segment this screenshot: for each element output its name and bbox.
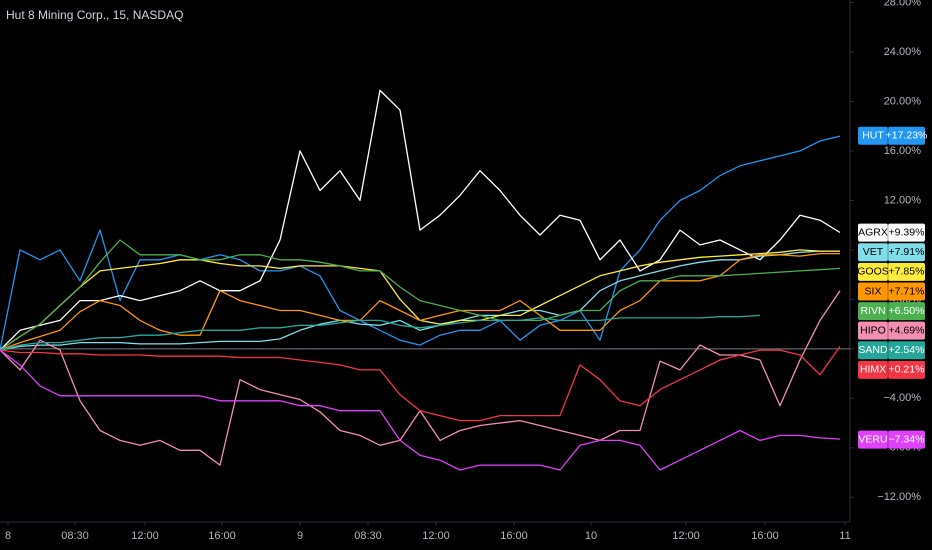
- legend-label: VERU: [858, 433, 887, 445]
- series-line: [0, 239, 841, 351]
- tag-value-box: [888, 223, 925, 242]
- series-line: [0, 314, 761, 351]
- y-tick-label: 16.00%: [884, 145, 922, 157]
- y-tick-label: 20.00%: [884, 95, 922, 107]
- legend-label: HUT: [862, 129, 884, 141]
- tag-value-box: [888, 243, 925, 262]
- tag-name-box: [858, 223, 888, 242]
- tag-value-box: [888, 430, 925, 449]
- series-line: [0, 250, 840, 351]
- series-line: [0, 349, 841, 471]
- tag-name-box: [858, 126, 888, 145]
- legend-label: SAND: [858, 344, 888, 356]
- tag-value-label: +4.69%: [889, 324, 925, 336]
- tag-name-box: [858, 341, 888, 360]
- tag-value-box: [888, 282, 925, 301]
- series-tags: HUT +17.23% AGRX +9.39% VET +7.91%GOOS +7.85% S…: [857, 126, 928, 449]
- tag-value-label: +6.50%: [889, 305, 925, 317]
- tag-value-box: [888, 126, 925, 145]
- tag-value-label: +9.39%: [889, 226, 925, 238]
- tag-name-box: [858, 302, 888, 321]
- x-tick-label: 10: [585, 530, 597, 542]
- x-tick-label: 08:30: [354, 530, 382, 542]
- y-tick-label: 28.00%: [884, 0, 922, 8]
- tag-name-box: [858, 243, 888, 262]
- x-tick-label: 8: [5, 530, 11, 542]
- x-tick-label: 12:00: [422, 530, 450, 542]
- tag-value-box: [888, 302, 925, 321]
- x-tick-label: 12:00: [672, 530, 700, 542]
- tag-name-box: [858, 282, 888, 301]
- tag-value-box: [888, 262, 925, 281]
- tag-value-label: −7.34%: [889, 433, 925, 445]
- tag-name-box: [858, 262, 888, 281]
- plot-area: [0, 89, 850, 471]
- tag-value-label: +7.91%: [889, 246, 925, 258]
- tag-name-box: [858, 430, 888, 449]
- legend-label: HIMX: [860, 364, 886, 376]
- legend-label: HIPO: [860, 324, 886, 336]
- tag-value-box: [888, 341, 925, 360]
- series-line: [0, 252, 840, 351]
- legend-label: GOOS: [857, 266, 889, 278]
- tag-value-box: [888, 360, 925, 379]
- x-tick-label: 16:00: [751, 530, 779, 542]
- legend-label: AGRX: [858, 226, 888, 238]
- x-tick-label: 9: [297, 530, 303, 542]
- tag-value-box: [888, 321, 925, 340]
- tag-value-label: +0.21%: [889, 364, 925, 376]
- tag-value-label: +7.85%: [889, 266, 925, 278]
- x-tick-label: 08:30: [61, 530, 89, 542]
- y-tick-label: 12.00%: [884, 194, 922, 206]
- tag-name-box: [858, 360, 888, 379]
- x-tick-label: 12:00: [131, 530, 159, 542]
- x-tick-label: 11: [839, 530, 850, 542]
- series-line: [0, 89, 841, 351]
- x-tick-label: 16:00: [500, 530, 528, 542]
- chart-title: Hut 8 Mining Corp., 15, NASDAQ: [6, 8, 183, 22]
- tag-value-label: +2.54%: [889, 344, 925, 356]
- x-tick-label: 16:00: [208, 530, 236, 542]
- legend-label: SIX: [865, 285, 882, 297]
- y-tick-label: 24.00%: [884, 46, 922, 58]
- legend-label: RIVN: [860, 305, 885, 317]
- tag-name-box: [858, 321, 888, 340]
- series-line: [0, 135, 841, 351]
- tag-value-label: +7.71%: [889, 285, 925, 297]
- tag-value-label: +17.23%: [886, 129, 928, 141]
- y-tick-label: −4.00%: [883, 392, 921, 404]
- legend-label: VET: [863, 246, 884, 258]
- series-line: [0, 346, 841, 422]
- y-tick-label: −12.00%: [877, 491, 921, 503]
